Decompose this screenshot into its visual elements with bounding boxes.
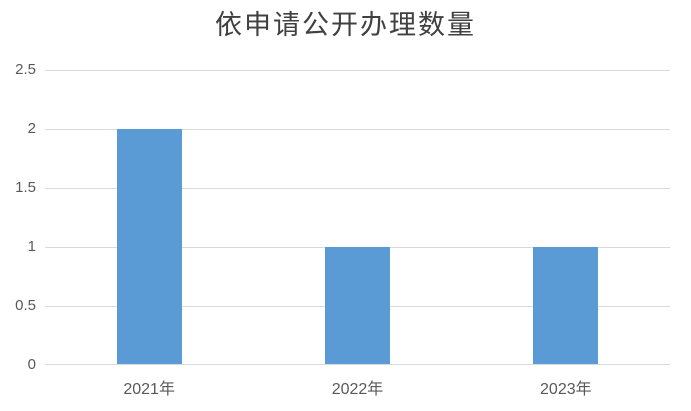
bar-2023年 [533, 247, 599, 364]
x-tick-label: 2023年 [540, 381, 592, 398]
x-axis-line [45, 364, 670, 365]
y-tick-label: 2 [27, 120, 36, 138]
gridline [45, 70, 670, 71]
y-tick-label: 2.5 [15, 61, 36, 79]
gridline [45, 188, 670, 189]
gridline [45, 129, 670, 130]
bar-2022年 [325, 247, 390, 364]
chart-title: 依申请公开办理数量 [215, 10, 476, 40]
x-tick-label: 2022年 [331, 381, 384, 398]
y-tick-label: 0.5 [15, 297, 36, 315]
plot-area [45, 70, 670, 365]
bar-2021年 [116, 129, 182, 364]
y-tick-label: 1.5 [15, 179, 36, 197]
x-tick-label: 2021年 [123, 381, 175, 398]
y-tick-label: 1 [27, 238, 36, 256]
y-tick-label: 0 [27, 356, 36, 374]
